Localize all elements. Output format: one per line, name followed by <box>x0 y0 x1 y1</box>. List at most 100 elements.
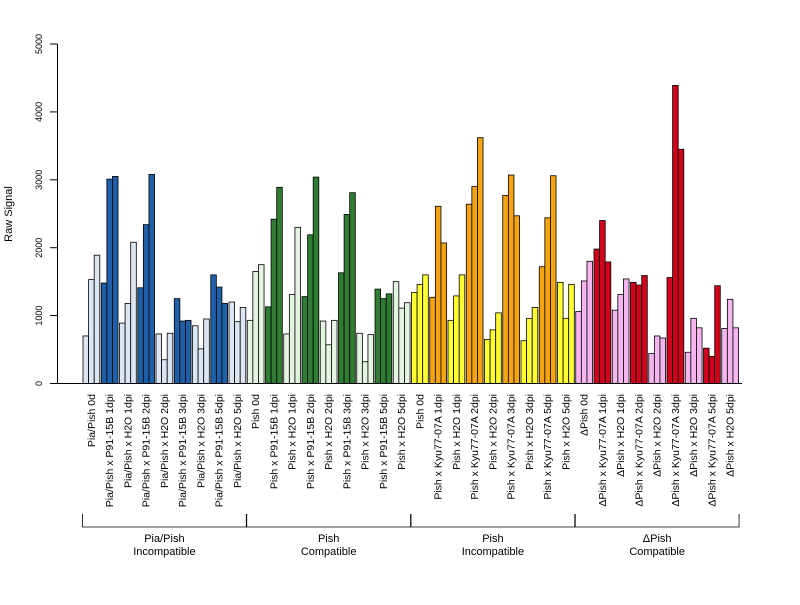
bar <box>677 148 685 384</box>
x-tick-labels: Pia/Pish 0d Pia/Pish x P91-15B 1dpi Pia/Pi… <box>86 394 737 507</box>
x-tick-label: Pia/Pish x H2O 3dpi <box>195 394 207 488</box>
bar <box>361 361 369 384</box>
bar <box>294 226 301 384</box>
y-axis-label: Raw Signal <box>3 186 15 242</box>
y-tick-label: 4000 <box>34 102 44 122</box>
bar <box>580 280 588 384</box>
x-tick-label: Pish x H2O 2dpi <box>323 394 335 470</box>
bar <box>611 309 619 384</box>
bar <box>513 215 520 384</box>
x-tick-label: Pish x Kyu77-07A 3dpi <box>506 394 518 500</box>
bar <box>210 274 217 384</box>
bar <box>215 286 223 384</box>
bar <box>88 279 95 384</box>
bar <box>155 333 162 384</box>
bar <box>507 174 515 384</box>
bar <box>696 327 703 384</box>
bar <box>447 319 454 384</box>
x-tick-label: ΔPish x H2O 3dpi <box>688 394 700 477</box>
y-tick-label: 1000 <box>34 306 44 326</box>
x-tick-label: Pia/Pish x H2O 2dpi <box>159 394 171 488</box>
bar <box>630 281 637 384</box>
bar <box>307 234 314 384</box>
bar <box>708 355 716 384</box>
bar <box>265 306 272 384</box>
x-tick-label: Pish x H2O 1dpi <box>451 394 463 470</box>
bar <box>252 271 259 384</box>
bar <box>203 318 210 384</box>
x-tick-label: ΔPish 0d <box>579 394 591 436</box>
bar <box>374 288 381 384</box>
x-tick-label: Pish x H2O 3dpi <box>524 394 536 470</box>
y-tick-label: 5000 <box>34 34 44 54</box>
bar <box>416 283 424 384</box>
bar <box>385 293 393 384</box>
group-label-line1: ΔPish <box>643 533 672 545</box>
bar <box>721 328 728 384</box>
bar <box>520 340 527 384</box>
bar <box>641 275 648 384</box>
group-bracket <box>574 514 740 528</box>
x-tick-label: Pish x P91-15B 1dpi <box>268 394 280 489</box>
bar <box>119 322 126 384</box>
bars <box>82 85 739 384</box>
bar <box>690 317 697 384</box>
x-tick-label: Pish x H2O 5dpi <box>396 394 408 470</box>
bar <box>684 351 692 384</box>
bar <box>228 301 235 384</box>
bar <box>367 334 374 384</box>
bar <box>100 282 108 384</box>
bar <box>526 317 533 384</box>
bar <box>398 307 405 384</box>
x-tick-label: Pish x Kyu77-07A 5dpi <box>542 394 554 500</box>
x-tick-label: Pish x H2O 2dpi <box>487 394 499 470</box>
bar <box>130 241 137 384</box>
group-label-line2: Compatible <box>301 546 357 558</box>
bar <box>142 224 150 384</box>
bar <box>82 335 89 384</box>
x-tick-label: ΔPish x H2O 1dpi <box>615 394 627 477</box>
x-tick-label: ΔPish x Kyu77-07A 5dpi <box>706 394 718 507</box>
bar <box>477 137 484 384</box>
x-tick-label: Pish x H2O 3dpi <box>360 394 372 470</box>
group-label-line1: Pish <box>482 533 503 545</box>
x-tick-label: Pish 0d <box>250 394 262 429</box>
bar <box>380 298 387 384</box>
bar <box>726 298 734 384</box>
bar <box>714 285 721 384</box>
x-tick-label: Pia/Pish 0d <box>86 394 98 447</box>
bar <box>276 186 283 384</box>
bar <box>112 176 119 384</box>
bar <box>422 274 429 384</box>
group-label-line2: Incompatible <box>462 546 524 558</box>
group-brackets: Pia/PishIncompatiblePishCompatiblePishIn… <box>82 514 740 558</box>
x-tick-label: Pia/Pish x H2O 1dpi <box>122 394 134 488</box>
bar <box>557 281 564 384</box>
bar <box>234 321 241 384</box>
bar <box>166 332 174 384</box>
bar <box>173 298 181 384</box>
bar <box>562 317 570 384</box>
bar <box>659 337 666 384</box>
bar <box>623 278 630 384</box>
bar <box>550 175 557 384</box>
bar <box>246 319 254 384</box>
bar <box>192 325 199 384</box>
bar <box>197 348 205 384</box>
bar <box>356 332 363 384</box>
bar <box>648 353 655 384</box>
x-tick-label: Pish x P91-15B 5dpi <box>378 394 390 489</box>
bar <box>484 338 491 384</box>
bar <box>343 214 351 384</box>
y-tick-label: 0 <box>34 381 44 386</box>
bar <box>319 320 327 384</box>
x-tick-label: Pish x Kyu77-07A 1dpi <box>433 394 445 500</box>
bar <box>312 176 320 384</box>
bar <box>568 283 575 384</box>
y-tick-label: 2000 <box>34 238 44 258</box>
bar <box>106 178 113 384</box>
bar <box>495 312 502 384</box>
bar <box>465 203 473 384</box>
